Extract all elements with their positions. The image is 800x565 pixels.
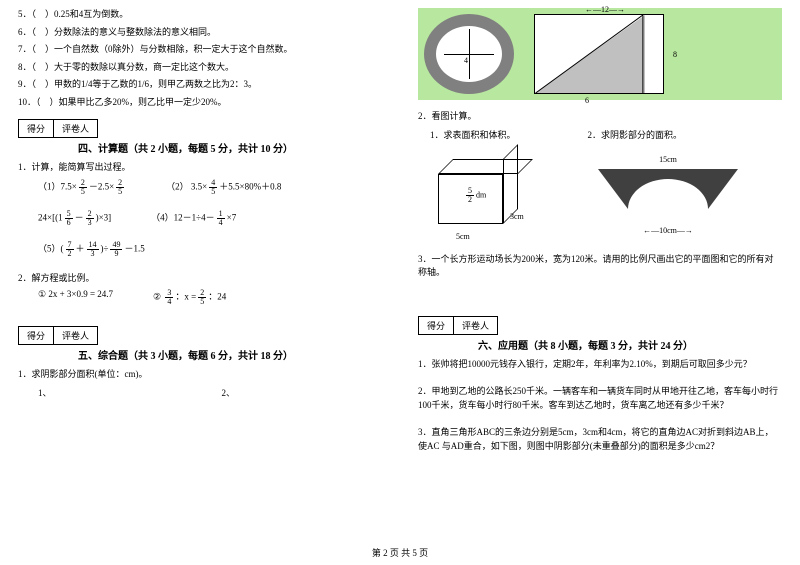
eq-A: ① 2x + 3×0.9 = 24.7 xyxy=(38,289,113,306)
q6-2: 2．甲地到乙地的公路长250千米。一辆客车和一辆货车同时从甲地开往乙地，客车每小… xyxy=(418,385,782,412)
q2: 2．看图计算。 xyxy=(418,110,782,124)
item-7: 7．（ ）一个自然数（0除外）与分数相除，积一定大于这个自然数。 xyxy=(18,43,382,57)
item-5: 5．（ ）0.25和4互为倒数。 xyxy=(18,8,382,22)
q4-2: 2．解方程或比例。 xyxy=(18,272,382,286)
score-box-4: 得分 评卷人 xyxy=(18,119,98,138)
q5-1a: 1、 xyxy=(38,386,52,399)
item-10: 10．（ ）如果甲比乙多20%，则乙比甲一定少20%。 xyxy=(18,96,382,110)
page-footer: 第 2 页 共 5 页 xyxy=(0,546,800,559)
q5-1b: 2、 xyxy=(222,386,236,399)
score-label: 得分 xyxy=(19,120,54,137)
q4-1: 1．计算，能简算写出过程。 xyxy=(18,161,382,175)
grader-label: 评卷人 xyxy=(454,317,497,334)
item-8: 8．（ ）大于零的数除以真分数，商一定比这个数大。 xyxy=(18,61,382,75)
score-box-5: 得分 评卷人 xyxy=(18,326,98,345)
q6-3: 3．直角三角形ABC的三条边分别是5cm，3cm和4cm，将它的直角边AC对折到… xyxy=(418,426,782,453)
cuboid-width: 5cm xyxy=(456,232,470,241)
trap-top-label: 15cm xyxy=(598,155,738,164)
section-5-title: 五、综合题（共 3 小题，每题 6 分，共计 18 分） xyxy=(78,347,382,362)
grader-label: 评卷人 xyxy=(54,327,97,344)
trap-bot-label: ←—10cm—→ xyxy=(598,226,738,235)
eq-1: （1）7.5×25－2.5×25 xyxy=(38,179,126,196)
score-label: 得分 xyxy=(19,327,54,344)
eq-5: （5）(72＋143)÷499－1.5 xyxy=(38,241,145,258)
section-4-title: 四、计算题（共 2 小题，每题 5 分，共计 10 分） xyxy=(78,140,382,155)
eq-4: （4）12－1÷4－14×7 xyxy=(151,210,236,227)
rect-triangle-figure: ←—12—→ 8 6 xyxy=(534,14,664,94)
section-6-title: 六、应用题（共 8 小题，每题 3 分，共计 24 分） xyxy=(478,337,782,352)
rect-top-label: ←—12—→ xyxy=(585,5,625,14)
q6-1: 1．张帅将把10000元钱存入银行，定期2年，年利率为2.10%，到期后可取回多… xyxy=(418,358,782,372)
q2-1: 1．求表面积和体积。 xyxy=(430,128,516,141)
score-box-6: 得分 评卷人 xyxy=(418,316,498,335)
eq-3: 24×[(156－23)×3] xyxy=(38,210,111,227)
item-9: 9．（ ）甲数的1/4等于乙数的1/6，则甲乙两数之比为2：3。 xyxy=(18,78,382,92)
cuboid-depth: 3cm xyxy=(510,212,524,221)
q2-2: 2．求阴影部分的面积。 xyxy=(588,128,683,141)
rect-side-label: 8 xyxy=(673,50,677,59)
grader-label: 评卷人 xyxy=(54,120,97,137)
q5-1: 1．求阴影部分面积(单位：cm)。 xyxy=(18,368,382,382)
item-6: 6．（ ）分数除法的意义与整数除法的意义相同。 xyxy=(18,26,382,40)
ring-figure: 4 xyxy=(424,14,514,94)
cuboid-figure: 52dm 5cm 3cm xyxy=(438,159,528,229)
ring-radius-label: 4 xyxy=(464,56,468,65)
eq-2: （2） 3.5×45＋5.5×80%＋0.8 xyxy=(166,179,281,196)
score-label: 得分 xyxy=(419,317,454,334)
green-figure-panel: 4 ←—12—→ 8 6 xyxy=(418,8,782,100)
eq-B: ② 34：x =25：24 xyxy=(153,289,226,306)
trapezoid-figure: 15cm ←—10cm—→ xyxy=(598,155,738,215)
rect-bot-label: 6 xyxy=(585,96,589,105)
q3: 3．一个长方形运动场长为200米，宽为120米。请用的比例尺画出它的平面图和它的… xyxy=(418,253,782,280)
